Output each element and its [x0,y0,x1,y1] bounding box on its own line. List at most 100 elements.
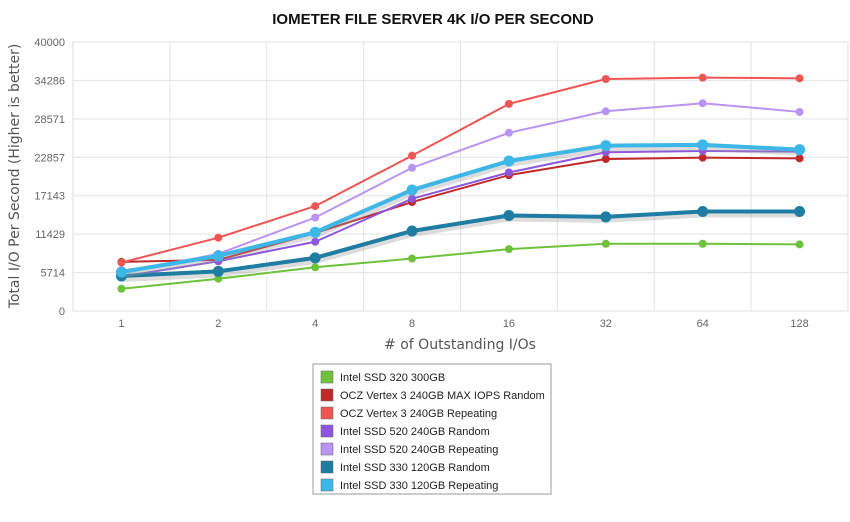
y-tick-label: 11429 [35,229,65,241]
chart-title: IOMETER FILE SERVER 4K I/O PER SECOND [272,11,594,28]
data-point [311,213,320,222]
data-point [311,237,320,246]
series-intel-ssd-330-120gb-repeating [115,139,806,278]
data-point [601,155,610,164]
data-point [503,155,515,167]
legend-item: Intel SSD 330 120GB Random [320,460,490,474]
plot-series [115,73,806,293]
data-point [311,202,320,211]
data-point [600,140,612,152]
x-tick-label: 1 [118,318,124,330]
x-axis-ticks: 1 2 4 8 16 32 64 128 [118,318,808,330]
legend-item: OCZ Vertex 3 240GB Repeating [320,406,497,420]
data-point [311,263,320,272]
x-tick-label: 64 [697,318,709,330]
legend-swatch [320,406,334,420]
data-point [408,254,417,263]
legend-swatch [320,442,334,456]
data-point [795,107,804,116]
series-ocz-vertex-3-240gb-repeating [117,73,804,267]
data-point [794,144,806,156]
series-intel-ssd-330-120gb-random [115,205,806,283]
legend-swatch [320,460,334,474]
legend-label: Intel SSD 320 300GB [340,372,445,384]
data-point [697,205,709,217]
data-point [504,99,513,108]
data-point [601,107,610,116]
data-point [504,168,513,177]
y-tick-label: 0 [59,306,65,318]
x-tick-label: 128 [790,318,808,330]
data-point [601,74,610,83]
series-line [120,242,801,290]
legend-swatch [320,388,334,402]
data-point [212,250,224,262]
legend-item: Intel SSD 520 240GB Random [320,424,490,438]
data-point [504,245,513,254]
x-tick-label: 16 [503,318,515,330]
x-tick-label: 32 [600,318,612,330]
data-point [698,73,707,82]
legend-item: OCZ Vertex 3 240GB MAX IOPS Random [320,388,545,402]
data-point [309,226,321,238]
legend-label: Intel SSD 330 120GB Random [340,462,490,474]
legend-box [312,363,552,495]
legend-swatch [320,478,334,492]
data-point [408,194,417,203]
x-tick-label: 2 [215,318,221,330]
x-axis-label: # of Outstanding I/Os [384,337,536,353]
legend-item: Intel SSD 320 300GB [320,370,445,384]
legend-label: Intel SSD 520 240GB Repeating [340,444,498,456]
data-point [117,258,126,267]
legend-label: Intel SSD 330 120GB Repeating [340,480,498,492]
data-point [406,184,418,196]
series-intel-ssd-320-300gb [117,239,804,293]
data-point [601,239,610,248]
legend-item: Intel SSD 330 120GB Repeating [320,478,498,492]
legend-label: OCZ Vertex 3 240GB Repeating [340,408,497,420]
series-line [120,156,801,263]
legend-item: Intel SSD 520 240GB Repeating [320,442,498,456]
series-line [119,142,802,274]
y-tick-label: 22857 [34,152,65,164]
data-point [309,252,321,264]
data-point [795,240,804,249]
data-point [406,225,418,237]
data-point [698,153,707,162]
series-line [120,102,801,274]
data-point [698,239,707,248]
x-tick-label: 4 [312,318,318,330]
data-point [115,266,127,278]
data-point [794,205,806,217]
data-point [795,74,804,83]
y-tick-label: 34286 [34,75,65,87]
legend-label: OCZ Vertex 3 240GB MAX IOPS Random [340,390,545,402]
legend-items: Intel SSD 320 300GB OCZ Vertex 3 240GB MA… [320,370,545,492]
series-line [119,209,802,279]
series-line [120,149,801,278]
y-tick-label: 5714 [41,268,65,280]
data-point [212,265,224,277]
legend-swatch [320,424,334,438]
y-tick-label: 17143 [34,191,65,203]
y-tick-label: 40000 [34,37,65,49]
data-point [698,99,707,108]
data-point [504,128,513,137]
data-point [795,154,804,163]
data-point [697,139,709,151]
series-line [120,76,801,264]
y-tick-label: 28571 [34,114,65,126]
y-axis-label: Total I/O Per Second (Higher is better) [7,44,23,310]
x-tick-label: 8 [409,318,415,330]
legend-label: Intel SSD 520 240GB Random [340,426,490,438]
data-point [408,151,417,160]
data-point [503,210,515,222]
data-point [214,233,223,242]
legend: Intel SSD 320 300GB OCZ Vertex 3 240GB MA… [312,363,552,495]
legend-swatch [320,370,334,384]
data-point [600,211,612,223]
data-point [117,284,126,293]
data-point [214,274,223,283]
data-point [408,163,417,172]
